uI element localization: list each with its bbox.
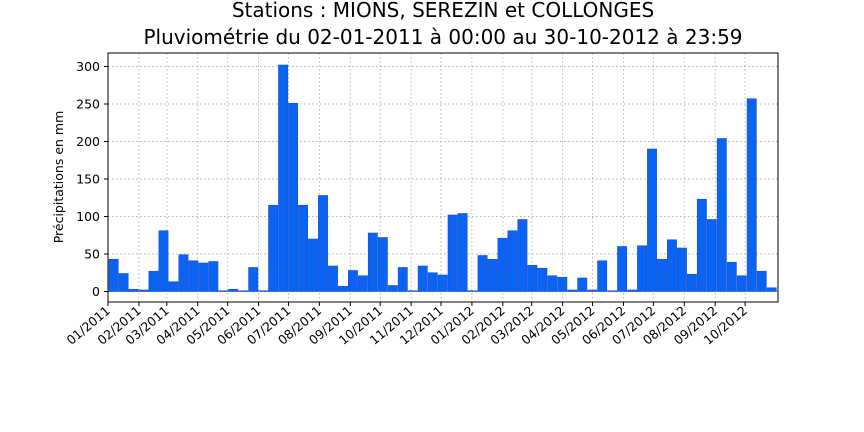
bar <box>457 213 468 292</box>
bar <box>487 258 498 292</box>
bar <box>527 264 538 292</box>
bar <box>338 285 348 292</box>
bar <box>427 272 438 292</box>
y-tick-label: 100 <box>76 209 100 224</box>
bar <box>677 247 687 292</box>
bar <box>298 204 309 292</box>
bar <box>198 262 209 292</box>
y-tick-label: 200 <box>76 134 100 149</box>
bar <box>686 273 697 292</box>
bar <box>726 261 737 292</box>
plot-frame <box>107 52 779 303</box>
y-tick-label: 250 <box>76 97 100 112</box>
bar <box>497 237 508 292</box>
bar <box>268 204 279 292</box>
bar <box>178 254 189 292</box>
bars-group <box>108 64 777 292</box>
bar <box>288 102 299 292</box>
bar <box>118 273 129 292</box>
bar <box>208 261 219 292</box>
bar <box>278 64 289 292</box>
bar <box>647 148 657 292</box>
bar <box>308 238 318 292</box>
bar <box>597 260 608 292</box>
bar <box>746 98 757 292</box>
bar <box>507 230 518 292</box>
bar <box>128 288 139 292</box>
y-axis-label: Précipitations en mm <box>51 111 66 244</box>
bar <box>218 290 229 292</box>
bar <box>357 275 368 292</box>
bar <box>318 195 328 292</box>
bar <box>736 275 747 292</box>
bar <box>766 287 777 292</box>
bar <box>696 198 707 292</box>
bar <box>706 219 717 292</box>
bar <box>607 290 618 292</box>
bar <box>517 219 528 292</box>
bar <box>627 289 638 292</box>
bar <box>238 290 249 292</box>
bar <box>437 274 448 292</box>
bar <box>248 267 259 292</box>
bar <box>567 289 578 292</box>
bar <box>617 246 628 292</box>
bar <box>547 275 558 292</box>
chart-title-line1: Stations : MIONS, SEREZIN et COLLONGES <box>232 0 654 22</box>
bar <box>158 230 169 292</box>
bar <box>367 232 378 292</box>
y-tick-label: 300 <box>76 59 100 74</box>
bar <box>188 260 199 292</box>
bar <box>716 138 727 292</box>
y-tick-label: 0 <box>92 284 100 299</box>
bar <box>228 288 239 292</box>
bar <box>387 285 398 292</box>
bar <box>397 267 408 292</box>
bar <box>756 270 767 292</box>
bar <box>168 281 179 292</box>
chart-title-line2: Pluviométrie du 02-01-2011 à 00:00 au 30… <box>143 25 742 49</box>
bar <box>148 270 159 292</box>
bar <box>467 290 478 292</box>
y-tick-label: 50 <box>84 247 100 262</box>
x-axis-ticks: 01/201102/201103/201104/201105/201106/20… <box>64 302 750 348</box>
bar <box>447 214 458 292</box>
y-tick-label: 150 <box>76 172 100 187</box>
bar <box>407 290 418 292</box>
bar <box>667 239 677 292</box>
bar <box>537 267 548 292</box>
bar <box>577 277 588 292</box>
bar <box>637 245 647 292</box>
bar <box>557 276 568 292</box>
bar <box>328 265 338 292</box>
bar <box>587 289 598 292</box>
bar <box>657 258 667 292</box>
y-axis-ticks: 0 50 100 150 200 250 300 <box>76 59 108 299</box>
bar <box>477 255 488 292</box>
bar <box>377 237 388 292</box>
bar <box>108 258 119 292</box>
bar <box>138 289 149 292</box>
bar <box>417 265 428 292</box>
bar <box>258 290 269 292</box>
bar <box>347 270 358 292</box>
